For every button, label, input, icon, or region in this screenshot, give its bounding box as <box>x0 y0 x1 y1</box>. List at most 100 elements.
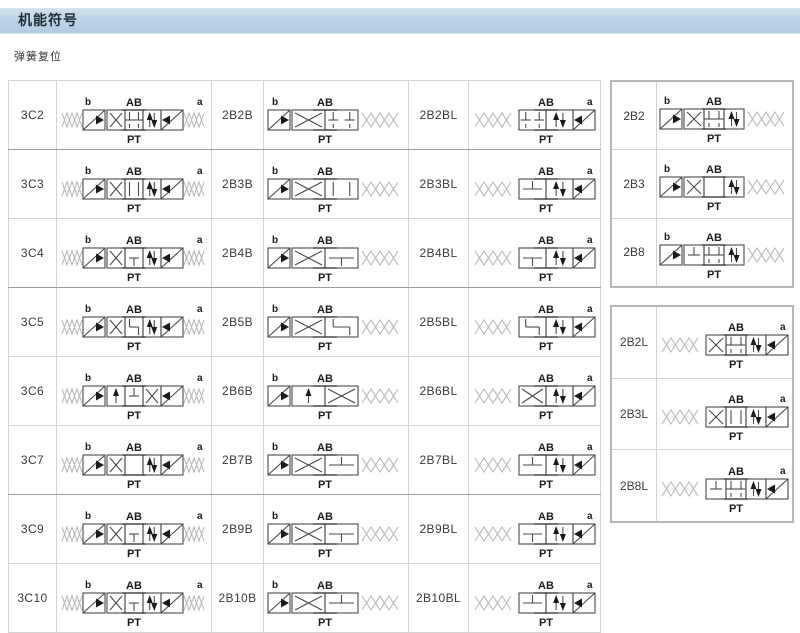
svg-text:a: a <box>780 394 786 405</box>
row-label-col3: 2B2BL <box>408 80 469 150</box>
valve-symbol-col2: AB PT b <box>263 218 409 288</box>
side-valve-symbol: AB PT b <box>656 82 792 151</box>
row-label-col1: 3C7 <box>8 425 57 495</box>
row-label-col2: 2B3B <box>211 149 264 219</box>
svg-text:b: b <box>664 164 670 175</box>
side-table-bottom: 2B2L AB PT a 2B3L AB PT a 2B8L AB PT a <box>612 307 792 521</box>
row-label-col2: 2B6B <box>211 356 264 426</box>
svg-text:PT: PT <box>318 134 332 144</box>
valve-symbol-col2: AB PT b <box>263 356 409 426</box>
row-label-col2: 2B2B <box>211 80 264 150</box>
side-table-row: 2B3L AB PT a <box>612 377 792 451</box>
svg-text:AB: AB <box>728 322 744 334</box>
svg-text:PT: PT <box>127 479 141 489</box>
svg-text:a: a <box>197 235 203 246</box>
svg-text:PT: PT <box>127 272 141 282</box>
side-table-row: 2B2 AB PT b <box>612 82 792 151</box>
valve-symbol-col2: AB PT b <box>263 287 409 357</box>
valve-symbol-col1: AB PT b a <box>56 218 212 288</box>
side-table-row: 2B8L AB PT a <box>612 449 792 521</box>
svg-text:AB: AB <box>538 511 554 523</box>
side-table-row: 2B2L AB PT a <box>612 307 792 379</box>
svg-text:PT: PT <box>538 410 552 420</box>
svg-text:AB: AB <box>317 97 333 109</box>
side-row-label: 2B3L <box>612 377 657 451</box>
svg-text:PT: PT <box>538 479 552 489</box>
svg-text:b: b <box>272 304 278 315</box>
row-label-col3: 2B4BL <box>408 218 469 288</box>
svg-text:PT: PT <box>706 201 720 213</box>
valve-symbol-col3: AB PT a <box>468 149 601 219</box>
svg-text:a: a <box>587 373 593 384</box>
side-valve-symbol: AB PT a <box>656 307 792 379</box>
svg-text:b: b <box>85 304 91 315</box>
svg-text:PT: PT <box>538 341 552 351</box>
svg-text:AB: AB <box>126 511 142 523</box>
row-label-col2: 2B10B <box>211 563 264 633</box>
side-row-label: 2B3 <box>612 149 657 219</box>
svg-text:PT: PT <box>127 617 141 627</box>
svg-text:PT: PT <box>706 133 720 145</box>
side-row-label: 2B8 <box>612 217 657 286</box>
svg-text:AB: AB <box>706 96 722 108</box>
svg-text:b: b <box>272 373 278 384</box>
header-gradient <box>0 9 800 33</box>
svg-text:b: b <box>272 166 278 177</box>
svg-text:a: a <box>197 373 203 384</box>
svg-text:b: b <box>664 96 670 107</box>
svg-text:PT: PT <box>318 410 332 420</box>
svg-text:AB: AB <box>538 304 554 316</box>
svg-text:b: b <box>85 442 91 453</box>
svg-text:a: a <box>780 322 786 333</box>
side-row-label: 2B2L <box>612 307 657 379</box>
row-label-col1: 3C5 <box>8 287 57 357</box>
svg-text:AB: AB <box>317 442 333 454</box>
subtitle: 弹簧复位 <box>14 51 62 63</box>
svg-text:PT: PT <box>728 503 742 515</box>
valve-symbol-col2: AB PT b <box>263 149 409 219</box>
svg-text:PT: PT <box>318 341 332 351</box>
valve-symbol-col1: AB PT b a <box>56 287 212 357</box>
row-label-col1: 3C6 <box>8 356 57 426</box>
valve-symbol-col2: AB PT b <box>263 563 409 633</box>
svg-text:AB: AB <box>317 304 333 316</box>
svg-text:AB: AB <box>126 166 142 178</box>
valve-symbol-col1: AB PT b a <box>56 149 212 219</box>
svg-text:PT: PT <box>127 203 141 213</box>
valve-symbol-col3: AB PT a <box>468 356 601 426</box>
side-valve-symbol: AB PT a <box>656 377 792 451</box>
svg-text:a: a <box>197 580 203 591</box>
svg-text:PT: PT <box>127 134 141 144</box>
valve-symbol-col3: AB PT a <box>468 425 601 495</box>
row-label-col3: 2B5BL <box>408 287 469 357</box>
svg-text:a: a <box>587 235 593 246</box>
svg-text:PT: PT <box>538 617 552 627</box>
svg-text:b: b <box>272 97 278 108</box>
valve-symbol-col1: AB PT b a <box>56 356 212 426</box>
table-row: 3C9 AB PT b a 2B9B AB PT b 2B9BL AB PT a <box>8 494 601 564</box>
svg-text:PT: PT <box>318 479 332 489</box>
svg-text:AB: AB <box>126 235 142 247</box>
valve-symbol-col3: AB PT a <box>468 80 601 150</box>
row-label-col3: 2B7BL <box>408 425 469 495</box>
svg-text:b: b <box>85 580 91 591</box>
side-row-label: 2B8L <box>612 449 657 521</box>
side-box-top: 2B2 AB PT b 2B3 AB PT b 2B8 AB PT b <box>610 80 794 288</box>
svg-text:PT: PT <box>706 269 720 281</box>
svg-text:PT: PT <box>318 617 332 627</box>
svg-text:AB: AB <box>538 166 554 178</box>
svg-text:AB: AB <box>317 166 333 178</box>
table-row: 3C7 AB PT b a 2B7B AB PT b 2B7BL AB PT a <box>8 425 601 495</box>
valve-symbol-col2: AB PT b <box>263 80 409 150</box>
valve-symbol-col3: AB PT a <box>468 218 601 288</box>
svg-text:b: b <box>85 373 91 384</box>
svg-text:b: b <box>85 166 91 177</box>
valve-symbol-col1: AB PT b a <box>56 425 212 495</box>
row-label-col2: 2B4B <box>211 218 264 288</box>
row-label-col3: 2B9BL <box>408 494 469 564</box>
valve-symbol-col3: AB PT a <box>468 287 601 357</box>
row-label-col1: 3C9 <box>8 494 57 564</box>
svg-text:a: a <box>587 580 593 591</box>
side-table-row: 2B3 AB PT b <box>612 149 792 219</box>
